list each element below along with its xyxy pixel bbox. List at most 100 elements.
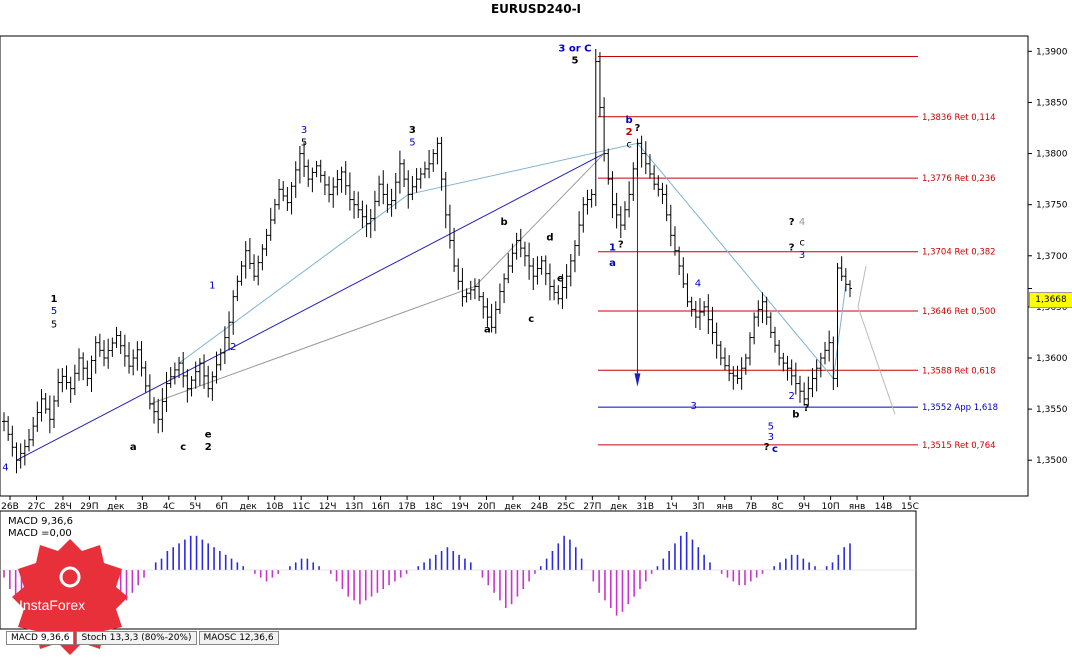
wave-label: 5 <box>571 56 578 67</box>
chart-title: EURUSD240-I <box>490 2 582 16</box>
time-tick-label: дек <box>240 502 258 512</box>
wave-label: c <box>626 139 632 150</box>
wave-line-light <box>832 284 847 379</box>
wave-label: b <box>792 409 799 420</box>
wave-label: b <box>501 217 508 228</box>
wave-label: e <box>205 430 212 441</box>
time-tick-label: 15С <box>901 502 919 512</box>
wave-label: 3 <box>409 125 416 136</box>
trend-line-grey <box>474 153 605 287</box>
time-tick-label: 31В <box>636 502 654 512</box>
wave-label: ? <box>764 442 770 453</box>
wave-label: 5 <box>51 319 57 330</box>
wave-label: c <box>772 444 778 455</box>
wave-label: 4 <box>695 278 701 289</box>
logo-icon <box>59 566 81 588</box>
trend-line-grey <box>149 285 476 405</box>
wave-label: ? <box>789 217 795 228</box>
time-tick-label: 17В <box>398 502 416 512</box>
time-tick-label: 5Ч <box>189 502 201 512</box>
tab-stoch[interactable]: Stoch 13,3,3 (80%-20%) <box>76 631 197 645</box>
price-tick-label: 1,3800 <box>1036 150 1068 160</box>
wave-line-light <box>178 194 409 364</box>
indicator-tabs: MACD 9,36,6 Stoch 13,3,3 (80%-20%) MAOSC… <box>6 631 279 645</box>
current-price-badge: 1,3668 <box>1029 292 1072 308</box>
wave-label: a <box>609 258 616 269</box>
time-tick-label: 8С <box>772 502 784 512</box>
wave-label: b <box>626 115 633 126</box>
time-tick-label: 6П <box>216 502 229 512</box>
indicator-name: MACD 9,36,6 <box>8 516 73 527</box>
time-tick-label: 27П <box>583 502 601 512</box>
wave-label: ? <box>789 243 795 254</box>
macd-histogram <box>0 532 916 616</box>
price-bars <box>2 49 1032 474</box>
wave-label: 4 <box>2 462 8 473</box>
time-tick-label: дек <box>610 502 628 512</box>
wave-label: 1 <box>609 243 616 254</box>
time-tick-label: 3П <box>692 502 705 512</box>
trend-line-blue <box>16 153 605 461</box>
level-label: 1,3588 Ret 0,618 <box>922 366 996 376</box>
wave-label: 5 <box>768 422 774 433</box>
time-tick-label: 11С <box>292 502 310 512</box>
time-tick-label: 10В <box>266 502 284 512</box>
wave-label: c <box>528 314 534 325</box>
wave-line-light <box>637 143 834 379</box>
wave-line-light <box>408 142 638 195</box>
wave-label: ? <box>635 123 641 134</box>
time-tick-label: 13П <box>345 502 363 512</box>
time-tick-label: 12Ч <box>319 502 337 512</box>
indicator-value: MACD =0,00 <box>8 528 72 539</box>
price-tick-label: 1,3500 <box>1036 456 1068 466</box>
projection-line <box>857 265 867 307</box>
price-tick-label: 1,3900 <box>1036 47 1068 57</box>
price-tick-label: 1,3600 <box>1036 354 1068 364</box>
tab-macd[interactable]: MACD 9,36,6 <box>6 631 75 645</box>
projection-line <box>857 306 896 415</box>
price-axis: 1,39001,38501,38001,37501,37001,36501,36… <box>1028 47 1068 466</box>
wave-label: 2 <box>626 127 633 138</box>
time-tick-label: 14В <box>875 502 893 512</box>
price-tick-label: 1,3850 <box>1036 98 1068 108</box>
logo-badge-shape <box>12 539 128 655</box>
time-tick-label: 1Ч <box>666 502 678 512</box>
time-tick-label: 10П <box>821 502 839 512</box>
time-tick-label: 3В <box>136 502 148 512</box>
wave-label: d <box>546 232 553 243</box>
wave-label: 3 <box>691 401 697 412</box>
wave-label: 3 <box>301 125 307 136</box>
level-label: 1,3776 Ret 0,236 <box>922 174 996 184</box>
level-label: 1,3704 Ret 0,382 <box>922 248 996 258</box>
wave-label: ? <box>618 240 624 251</box>
price-tick-label: 1,3550 <box>1036 405 1068 415</box>
wave-label: 4 <box>799 217 805 228</box>
time-tick-label: 7В <box>745 502 757 512</box>
wave-label: a <box>484 324 491 335</box>
wave-label: 2 <box>788 391 794 402</box>
time-tick-label: 20П <box>477 502 495 512</box>
time-tick-label: 25С <box>557 502 575 512</box>
wave-label: 1 <box>51 294 58 305</box>
wave-label: e <box>557 273 564 284</box>
logo-text: InstaForex <box>19 597 86 613</box>
wave-label: 2 <box>230 342 236 353</box>
price-tick-label: 1,3750 <box>1036 201 1068 211</box>
wave-label: c <box>799 238 805 249</box>
price-tick-label: 1,3700 <box>1036 252 1068 262</box>
time-tick-label: 18С <box>425 502 443 512</box>
time-tick-label: янв <box>716 502 733 512</box>
tab-maosc[interactable]: MAOSC 12,36,6 <box>198 631 279 645</box>
level-label: 1,3646 Ret 0,500 <box>922 307 996 317</box>
wave-label: 5 <box>301 137 307 148</box>
wave-label: 3 <box>799 250 805 261</box>
wave-label: a <box>130 442 137 453</box>
level-label: 1,3515 Ret 0,764 <box>922 441 996 451</box>
instaforex-logo <box>12 539 128 655</box>
wave-label: 5 <box>51 306 57 317</box>
time-tick-label: 4С <box>163 502 175 512</box>
projection-arrowhead <box>634 373 641 387</box>
wave-label: ? <box>803 403 809 414</box>
time-tick-label: 24В <box>531 502 549 512</box>
